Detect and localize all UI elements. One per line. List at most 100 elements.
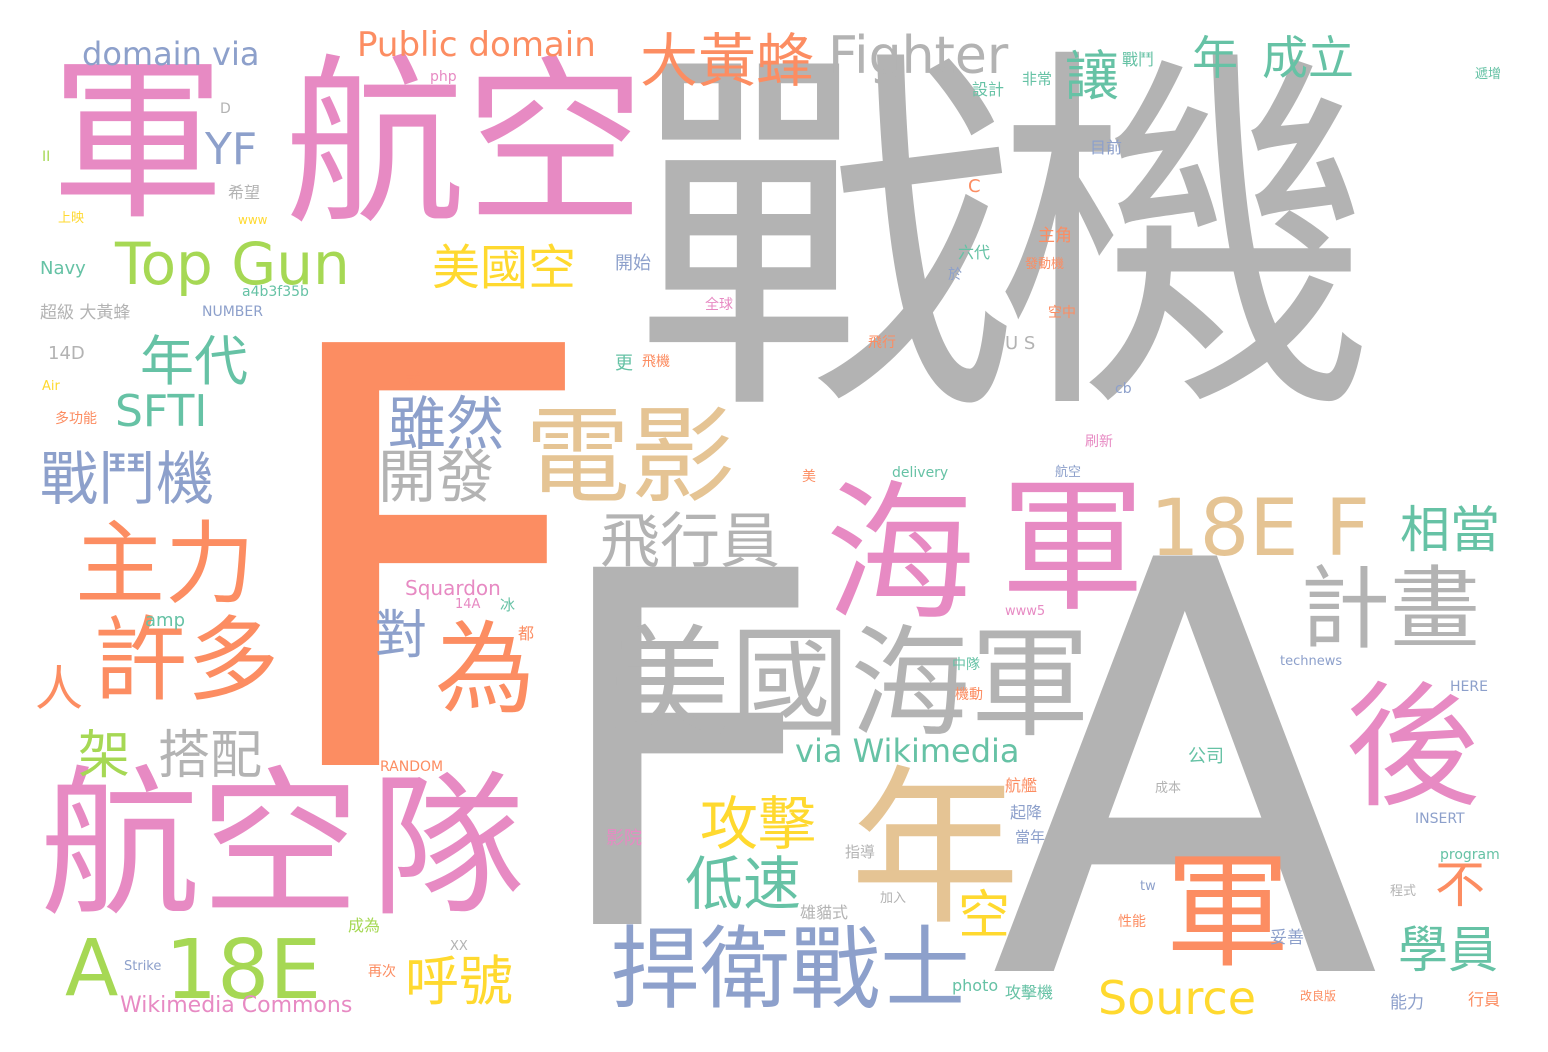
- cloud-word: 超級 大黃蜂: [40, 303, 131, 323]
- cloud-word: HERE: [1450, 679, 1488, 695]
- cloud-word: 式: [405, 370, 422, 389]
- cloud-word: Public domain: [357, 25, 596, 65]
- cloud-word: 美: [802, 469, 816, 485]
- cloud-word: 開始: [615, 253, 651, 274]
- cloud-word: 飛行: [868, 335, 896, 351]
- cloud-word: 當年: [1015, 828, 1046, 846]
- cloud-word: Strike: [124, 959, 162, 974]
- cloud-word: 14D: [48, 343, 85, 364]
- cloud-word: php: [430, 69, 457, 85]
- cloud-word: 空: [958, 886, 1011, 946]
- cloud-word: 攻擊: [700, 790, 817, 858]
- cloud-word: 成立: [1262, 31, 1354, 85]
- cloud-word: program: [1440, 847, 1500, 863]
- cloud-word: via Wikimedia: [795, 732, 1020, 770]
- cloud-word: 公司: [1188, 746, 1224, 767]
- cloud-word: 14A: [455, 597, 481, 612]
- cloud-word: a4b3f35b: [242, 284, 309, 300]
- cloud-word: 學員: [1398, 921, 1498, 979]
- cloud-word: 能力: [1390, 993, 1424, 1013]
- cloud-word: 妥善: [1270, 928, 1304, 948]
- cloud-word: 後: [1345, 669, 1480, 826]
- cloud-word: delivery: [892, 465, 949, 481]
- cloud-word: 呼號: [405, 950, 513, 1013]
- cloud-word: www5: [1005, 604, 1046, 619]
- cloud-word: INSERT: [1415, 811, 1465, 827]
- cloud-word: 軍: [1000, 463, 1145, 632]
- cloud-word: 年: [1192, 31, 1238, 85]
- cloud-word: RANDOM: [380, 759, 444, 775]
- cloud-word: 刷新: [1085, 434, 1113, 450]
- cloud-word: II: [42, 149, 51, 165]
- cloud-word: 低速: [685, 850, 802, 918]
- cloud-word: C: [968, 176, 981, 197]
- cloud-word: 相當: [1400, 501, 1500, 559]
- cloud-word: 不: [1435, 856, 1485, 914]
- cloud-word: 18E: [1150, 484, 1299, 574]
- cloud-word: 機動: [955, 687, 983, 703]
- cloud-word: 雄貓式: [800, 903, 849, 922]
- cloud-word: 對: [375, 606, 428, 666]
- cloud-word: 人: [35, 661, 84, 717]
- cloud-word: tw: [1140, 879, 1156, 894]
- cloud-word: 多功能: [55, 411, 97, 427]
- cloud-word: XX: [450, 939, 468, 954]
- cloud-word: amp: [145, 610, 185, 631]
- cloud-word: SFTI: [115, 386, 208, 437]
- cloud-word: 指導: [845, 843, 876, 861]
- cloud-word: 六代: [958, 243, 991, 262]
- cloud-word: 更: [615, 353, 633, 374]
- cloud-word: YF: [205, 124, 258, 175]
- cloud-word: 為: [435, 611, 535, 728]
- cloud-word: cb: [1115, 381, 1132, 397]
- cloud-word: 性能: [1118, 914, 1146, 930]
- cloud-word: 遞增: [1475, 67, 1502, 82]
- cloud-word: 年: [850, 751, 1021, 949]
- cloud-word: 影院: [606, 828, 642, 849]
- cloud-word: A: [990, 443, 1380, 1052]
- cloud-word: 戰鬥: [1122, 50, 1155, 69]
- cloud-word: 讓: [1065, 45, 1119, 108]
- cloud-word: 大黃蜂: [640, 27, 815, 95]
- cloud-word: technews: [1280, 654, 1343, 669]
- cloud-word: 開發: [378, 443, 495, 511]
- cloud-word: 主角: [1038, 226, 1072, 246]
- cloud-word: 行員: [1468, 990, 1501, 1009]
- cloud-word: 上映: [58, 211, 85, 226]
- cloud-word: 美國海軍: [610, 615, 1090, 754]
- cloud-word: www: [238, 213, 268, 227]
- cloud-word: 飛行員: [600, 507, 780, 577]
- cloud-word: 戰鬥機: [40, 445, 215, 513]
- cloud-word: 雖然: [388, 390, 505, 458]
- cloud-word: 程式: [1390, 884, 1417, 899]
- cloud-word: 電影: [525, 396, 736, 518]
- cloud-word: 捍衛戰士: [610, 917, 970, 1022]
- cloud-word: 搭配: [158, 726, 263, 786]
- cloud-word: D: [220, 101, 231, 117]
- cloud-word: 攻擊機: [1005, 983, 1054, 1002]
- cloud-word: 許多: [95, 607, 280, 714]
- cloud-word: 航空: [285, 40, 646, 249]
- cloud-word: 成本: [1155, 781, 1182, 796]
- cloud-word: 計畫: [1300, 557, 1480, 662]
- cloud-word: 全球: [705, 297, 733, 313]
- cloud-word: A: [65, 924, 119, 1014]
- cloud-word: 起降: [1010, 803, 1043, 822]
- cloud-word: NUMBER: [202, 304, 263, 320]
- cloud-word: 加入: [880, 891, 907, 906]
- cloud-word: U S: [1005, 333, 1036, 354]
- cloud-word: 目前: [1090, 138, 1123, 157]
- cloud-word: 18E: [165, 923, 322, 1018]
- cloud-word: 航空: [40, 751, 361, 938]
- cloud-word: 航空: [1055, 465, 1082, 480]
- cloud-word: F: [545, 469, 827, 1040]
- cloud-word: F: [1325, 484, 1370, 574]
- cloud-word: 都: [518, 624, 535, 643]
- cloud-word: photo: [952, 976, 999, 995]
- cloud-word: domain via: [82, 35, 260, 73]
- cloud-word: Squardon: [405, 576, 501, 600]
- cloud-word: 發動機: [1025, 257, 1065, 272]
- cloud-word: 海: [825, 468, 976, 642]
- cloud-word: 航艦: [1005, 776, 1038, 795]
